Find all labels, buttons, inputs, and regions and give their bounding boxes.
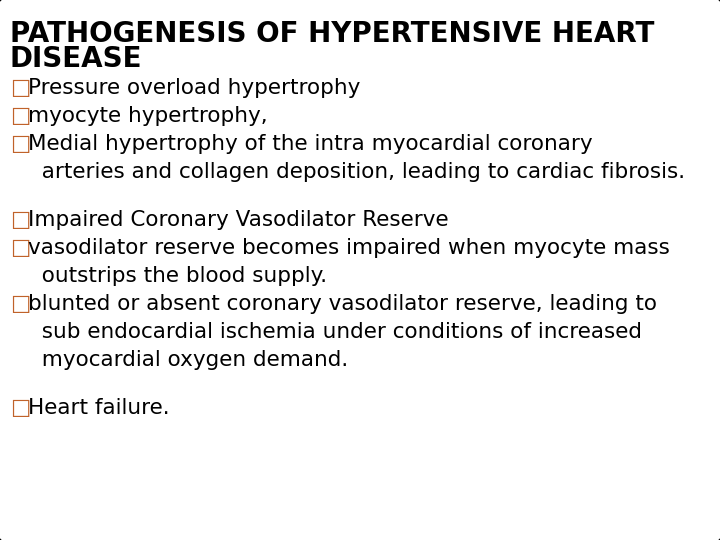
- Text: blunted or absent coronary vasodilator reserve, leading to: blunted or absent coronary vasodilator r…: [28, 294, 657, 314]
- Text: □: □: [10, 238, 30, 258]
- Text: arteries and collagen deposition, leading to cardiac fibrosis.: arteries and collagen deposition, leadin…: [28, 162, 685, 182]
- Text: sub endocardial ischemia under conditions of increased: sub endocardial ischemia under condition…: [28, 322, 642, 342]
- Text: □: □: [10, 78, 30, 98]
- Text: Heart failure.: Heart failure.: [28, 398, 170, 418]
- Text: □: □: [10, 134, 30, 154]
- Text: □: □: [10, 398, 30, 418]
- Text: □: □: [10, 294, 30, 314]
- Text: vasodilator reserve becomes impaired when myocyte mass: vasodilator reserve becomes impaired whe…: [28, 238, 670, 258]
- Text: Pressure overload hypertrophy: Pressure overload hypertrophy: [28, 78, 361, 98]
- Text: Medial hypertrophy of the intra myocardial coronary: Medial hypertrophy of the intra myocardi…: [28, 134, 593, 154]
- Text: myocyte hypertrophy,: myocyte hypertrophy,: [28, 106, 268, 126]
- Text: DISEASE: DISEASE: [10, 45, 143, 73]
- Text: outstrips the blood supply.: outstrips the blood supply.: [28, 266, 327, 286]
- Text: PATHOGENESIS OF HYPERTENSIVE HEART: PATHOGENESIS OF HYPERTENSIVE HEART: [10, 20, 654, 48]
- Text: □: □: [10, 210, 30, 230]
- Text: Impaired Coronary Vasodilator Reserve: Impaired Coronary Vasodilator Reserve: [28, 210, 449, 230]
- Text: □: □: [10, 106, 30, 126]
- Text: myocardial oxygen demand.: myocardial oxygen demand.: [28, 350, 348, 370]
